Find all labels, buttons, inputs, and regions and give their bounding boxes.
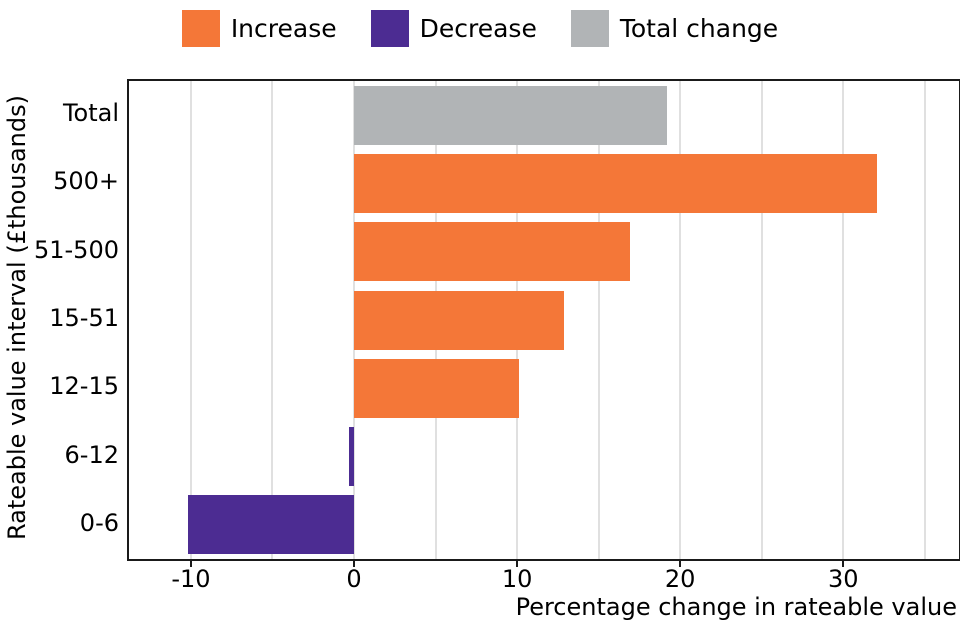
legend: Increase Decrease Total change	[0, 10, 960, 47]
x-tick	[516, 559, 519, 567]
bar-6-12	[349, 427, 355, 487]
bar-51-500	[354, 222, 630, 282]
y-category-label: 15-51	[49, 304, 119, 332]
gridline	[189, 81, 192, 559]
x-tick	[842, 559, 845, 567]
total-change-swatch-icon	[570, 10, 609, 47]
x-axis-label: Percentage change in rateable value	[515, 593, 957, 621]
y-category-label: 6-12	[64, 440, 119, 469]
y-axis-label: Rateable value interval (£thousands)	[3, 95, 31, 541]
gridline	[679, 81, 682, 559]
x-tick-label: 20	[664, 565, 696, 593]
decrease-swatch-icon	[370, 10, 409, 47]
bar-0-6	[187, 495, 355, 555]
gridline	[923, 81, 926, 559]
gridline	[271, 81, 274, 559]
y-category-label: 0-6	[79, 508, 119, 537]
x-tick	[189, 559, 192, 567]
gridline	[597, 81, 600, 559]
gridline	[760, 81, 763, 559]
increase-swatch-icon	[181, 10, 220, 47]
plot-area	[127, 79, 960, 561]
bar-500+	[354, 153, 878, 213]
legend-label-increase: Increase	[230, 14, 337, 43]
bar-15-51	[354, 290, 565, 350]
y-category-label: Total	[62, 99, 119, 128]
x-tick-label: -10	[171, 565, 211, 593]
bar-total	[354, 85, 668, 145]
gridline	[842, 81, 845, 559]
x-tick	[353, 559, 356, 567]
x-tick-label: 30	[827, 565, 859, 593]
x-tick-label: 0	[346, 565, 362, 593]
legend-item-total-change: Total change	[570, 10, 779, 47]
x-tick-label: 10	[501, 565, 533, 593]
x-tick	[679, 559, 682, 567]
legend-item-increase: Increase	[181, 10, 337, 47]
legend-item-decrease: Decrease	[370, 10, 537, 47]
y-category-label: 51-500	[33, 235, 119, 264]
y-category-label: 12-15	[49, 372, 119, 401]
legend-label-decrease: Decrease	[419, 14, 537, 43]
y-category-label: 500+	[53, 167, 119, 196]
y-axis-label-wrap: Rateable value interval (£thousands)	[2, 79, 32, 557]
bar-12-15	[354, 358, 519, 418]
legend-label-total-change: Total change	[619, 14, 779, 43]
